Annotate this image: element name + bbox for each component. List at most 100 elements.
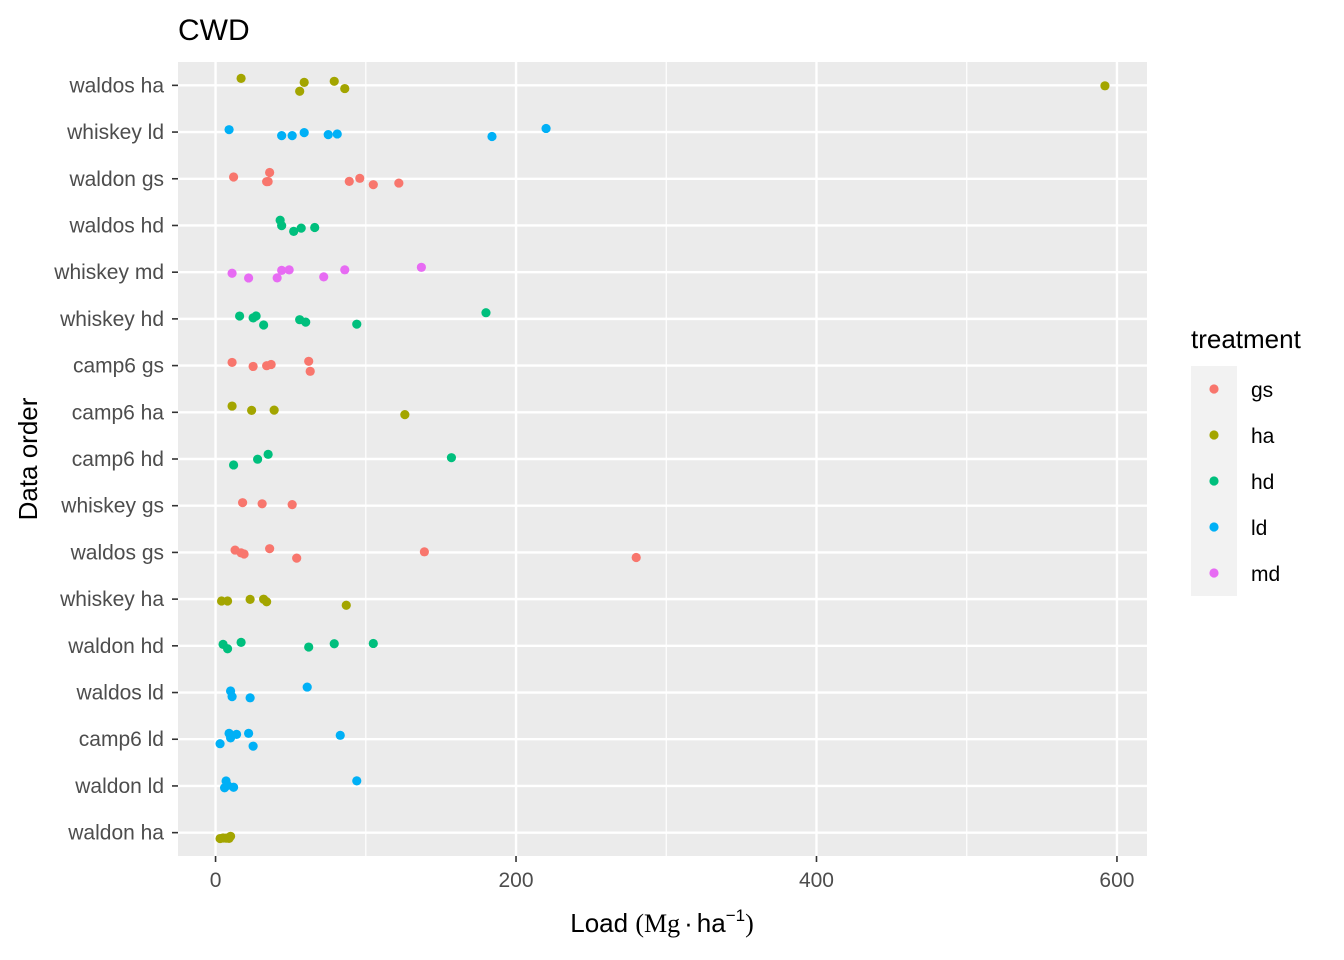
x-tick-label: 400 <box>799 869 834 892</box>
y-tick-label: whiskey gs <box>60 495 164 518</box>
data-point <box>244 273 254 283</box>
data-point <box>631 552 641 563</box>
data-point <box>272 273 282 283</box>
data-point <box>329 76 339 86</box>
y-tick-label: waldon ld <box>74 775 164 798</box>
legend-label-md: md <box>1251 563 1280 586</box>
legend-key-hd <box>1209 476 1219 486</box>
y-tick-label: waldos hd <box>68 214 164 237</box>
y-tick-label: waldos gs <box>70 541 164 564</box>
data-point <box>287 500 297 510</box>
legend-key-ha <box>1209 430 1219 440</box>
data-point <box>248 741 258 751</box>
data-point <box>301 317 311 327</box>
data-points <box>215 73 1110 844</box>
data-point <box>227 401 237 411</box>
legend-label-hd: hd <box>1251 471 1274 494</box>
data-point <box>302 682 312 692</box>
data-point <box>227 357 237 368</box>
data-point <box>247 405 257 416</box>
legend-label-ld: ld <box>1251 517 1267 540</box>
y-tick-label: camp6 ld <box>79 728 164 751</box>
data-point <box>265 167 275 178</box>
data-point <box>265 544 275 554</box>
data-point <box>248 361 258 372</box>
y-tick-label: camp6 ha <box>72 401 165 424</box>
data-point <box>296 223 306 233</box>
data-point <box>266 359 276 370</box>
data-point <box>304 642 314 652</box>
data-point <box>228 782 239 792</box>
legend-key-gs <box>1209 384 1219 394</box>
y-tick-label: whiskey md <box>53 261 164 284</box>
data-point <box>299 77 309 88</box>
data-point <box>228 172 239 182</box>
data-point <box>251 311 261 321</box>
legend: treatment gs ha hd ld md <box>1191 324 1302 596</box>
chart-title: CWD <box>178 14 250 47</box>
data-point <box>287 131 297 141</box>
data-point <box>352 319 362 329</box>
data-point <box>344 176 354 186</box>
data-point <box>244 728 254 738</box>
y-tick-label: waldon gs <box>68 168 164 191</box>
data-point <box>355 173 365 183</box>
data-point <box>340 83 350 94</box>
data-point <box>262 597 272 607</box>
data-point <box>225 831 236 841</box>
data-point <box>341 600 351 610</box>
x-axis-unit-close: ) <box>745 909 754 938</box>
data-point <box>310 222 320 233</box>
data-point <box>231 729 242 739</box>
data-point <box>277 221 287 231</box>
y-tick-label: waldon hd <box>67 635 164 658</box>
y-tick-label: whiskey ha <box>59 588 164 611</box>
data-point <box>228 460 239 470</box>
y-tick-label: whiskey hd <box>59 308 164 331</box>
data-point <box>340 265 350 275</box>
y-axis: waldos ha whiskey ld waldon gs waldos hd whi… <box>53 74 178 845</box>
data-point <box>446 453 457 463</box>
y-tick-label: camp6 gs <box>73 355 164 378</box>
data-point <box>277 130 287 141</box>
data-point <box>332 129 342 139</box>
data-point <box>305 366 315 376</box>
x-axis: 0 200 400 600 <box>210 856 1134 892</box>
data-point <box>368 180 378 190</box>
data-point <box>416 262 426 272</box>
x-axis-unit-ha: ha <box>697 908 726 938</box>
data-point <box>222 596 233 606</box>
x-axis-title-text: Load <box>570 908 628 938</box>
data-point <box>335 730 345 740</box>
legend-key-md <box>1209 568 1219 578</box>
legend-label-ha: ha <box>1251 425 1275 448</box>
data-point <box>239 549 249 559</box>
data-point <box>236 637 246 647</box>
data-point <box>257 499 267 509</box>
data-point <box>289 226 299 236</box>
y-tick-label: waldos ld <box>75 682 164 705</box>
data-point <box>234 311 245 321</box>
data-point <box>400 409 410 420</box>
data-point <box>269 405 279 415</box>
x-axis-unit-exponent: −1 <box>726 906 745 925</box>
data-point <box>323 130 333 140</box>
y-axis-title: Data order <box>13 397 43 520</box>
data-point <box>304 356 314 366</box>
data-point <box>222 644 233 654</box>
data-point <box>284 265 294 275</box>
data-point <box>277 265 287 275</box>
data-point <box>541 123 551 134</box>
data-point <box>215 739 225 749</box>
y-tick-label: whiskey ld <box>66 121 164 144</box>
y-tick-label: camp6 hd <box>72 448 164 471</box>
x-tick-label: 200 <box>498 869 533 892</box>
x-axis-unit-open: (Mg <box>635 909 680 938</box>
data-point <box>263 176 273 187</box>
data-point <box>227 692 237 702</box>
data-point <box>394 178 404 188</box>
y-tick-label: waldon ha <box>67 822 164 845</box>
legend-key-ld <box>1209 522 1219 532</box>
data-point <box>329 639 339 649</box>
